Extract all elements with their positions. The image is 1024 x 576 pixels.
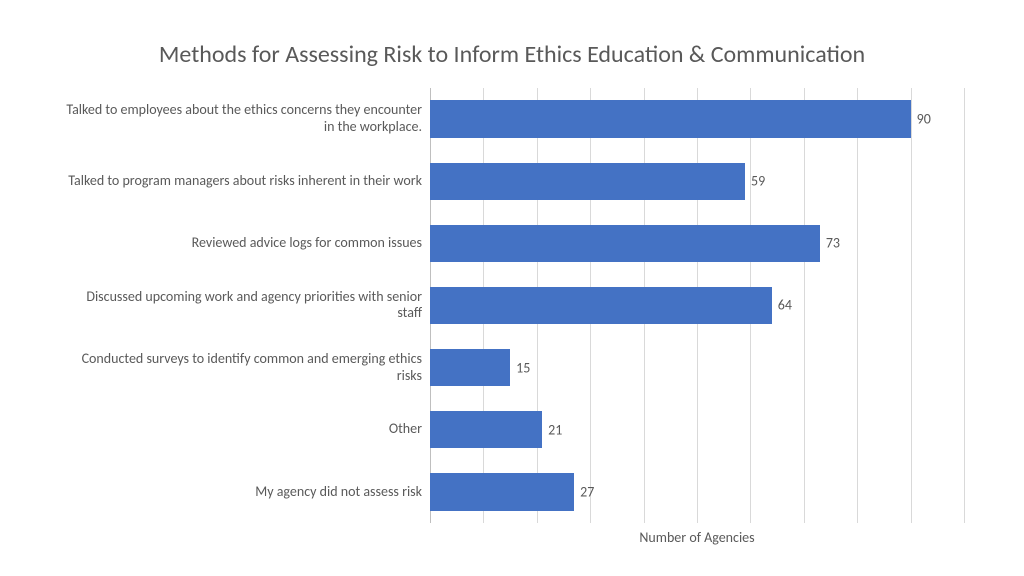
bar-value: 15 [510, 359, 530, 376]
gridline [804, 461, 805, 523]
gridline [964, 212, 965, 274]
gridline [911, 337, 912, 399]
gridline [590, 337, 591, 399]
bar-row: Talked to program managers about risks i… [60, 150, 964, 212]
bar-track: 73 [430, 212, 964, 274]
bar-row: My agency did not assess risk27 [60, 461, 964, 523]
gridline [964, 337, 965, 399]
bar: 73 [430, 225, 820, 262]
bar: 15 [430, 349, 510, 386]
gridline [964, 461, 965, 523]
category-label: Talked to employees about the ethics con… [60, 102, 430, 136]
bar-row: Discussed upcoming work and agency prior… [60, 274, 964, 336]
gridline [857, 212, 858, 274]
gridline [857, 399, 858, 461]
bar: 90 [430, 100, 911, 137]
gridline [964, 274, 965, 336]
gridline [857, 461, 858, 523]
bar-row: Other21 [60, 399, 964, 461]
gridline [911, 461, 912, 523]
bar-value: 64 [772, 297, 792, 314]
bar: 21 [430, 411, 542, 448]
gridline [590, 399, 591, 461]
gridline [537, 337, 538, 399]
category-label: My agency did not assess risk [60, 484, 430, 501]
gridline [964, 399, 965, 461]
gridline [911, 274, 912, 336]
gridline [750, 461, 751, 523]
gridline [804, 337, 805, 399]
bar-track: 90 [430, 88, 964, 150]
gridline [644, 461, 645, 523]
gridline [697, 461, 698, 523]
bar: 59 [430, 163, 745, 200]
gridline [857, 337, 858, 399]
plot-area: Talked to employees about the ethics con… [60, 88, 964, 546]
bar-value: 59 [745, 173, 765, 190]
gridline [911, 150, 912, 212]
bar: 27 [430, 473, 574, 510]
gridline [697, 399, 698, 461]
gridline [964, 150, 965, 212]
bar-track: 59 [430, 150, 964, 212]
bar-value: 90 [911, 111, 931, 128]
gridline [964, 88, 965, 150]
bar-row: Reviewed advice logs for common issues73 [60, 212, 964, 274]
gridline [857, 150, 858, 212]
gridline [911, 399, 912, 461]
bar: 64 [430, 287, 772, 324]
bar-track: 64 [430, 274, 964, 336]
x-axis-label-row: Number of Agencies [60, 529, 964, 546]
x-axis-label: Number of Agencies [430, 529, 964, 546]
gridline [911, 212, 912, 274]
bar-row: Talked to employees about the ethics con… [60, 88, 964, 150]
gridline [804, 274, 805, 336]
category-label: Reviewed advice logs for common issues [60, 235, 430, 252]
bar-track: 27 [430, 461, 964, 523]
category-label: Conducted surveys to identify common and… [60, 351, 430, 385]
gridline [750, 337, 751, 399]
gridline [804, 150, 805, 212]
gridline [750, 399, 751, 461]
bar-value: 73 [820, 235, 840, 252]
gridline [804, 399, 805, 461]
x-axis-spacer [60, 529, 430, 546]
gridline [644, 337, 645, 399]
bar-rows: Talked to employees about the ethics con… [60, 88, 964, 523]
chart-title: Methods for Assessing Risk to Inform Eth… [60, 40, 964, 70]
chart-container: Methods for Assessing Risk to Inform Eth… [60, 40, 964, 546]
gridline [697, 337, 698, 399]
bar-row: Conducted surveys to identify common and… [60, 337, 964, 399]
category-label: Talked to program managers about risks i… [60, 173, 430, 190]
gridline [644, 399, 645, 461]
bar-track: 15 [430, 337, 964, 399]
bar-value: 27 [574, 483, 594, 500]
bar-value: 21 [542, 421, 562, 438]
category-label: Other [60, 421, 430, 438]
bar-track: 21 [430, 399, 964, 461]
category-label: Discussed upcoming work and agency prior… [60, 289, 430, 323]
gridline [857, 274, 858, 336]
